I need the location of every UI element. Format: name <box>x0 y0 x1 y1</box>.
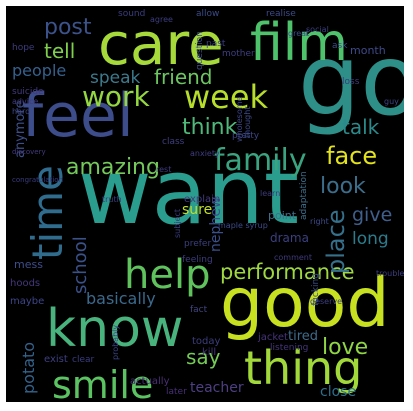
word: family <box>214 143 307 178</box>
word: guy <box>384 97 399 106</box>
word: long <box>352 229 389 249</box>
word: sure <box>182 202 212 218</box>
word: learn <box>260 189 280 198</box>
word: kill <box>202 347 216 358</box>
word: rest <box>156 165 171 174</box>
word: anymore <box>13 100 28 158</box>
word: past <box>206 39 226 49</box>
word: congratulation <box>12 176 63 184</box>
word: advice <box>12 97 38 106</box>
word: wholesome <box>235 96 244 142</box>
word: hard <box>12 107 30 116</box>
word: clear <box>72 355 95 365</box>
word: suicide <box>12 87 44 97</box>
word: today <box>192 336 221 347</box>
word: subject <box>173 209 182 238</box>
word: anxiety <box>190 149 220 158</box>
word: maybe <box>10 296 44 307</box>
word: great <box>288 29 309 38</box>
word: amazing <box>66 155 160 180</box>
word: pretty <box>232 131 260 141</box>
word: teacher <box>190 380 244 396</box>
word: help <box>124 252 210 298</box>
word: talk <box>342 115 380 139</box>
word: care <box>98 10 224 78</box>
word: adaptation <box>299 171 309 220</box>
word: listening <box>270 343 308 353</box>
word: love <box>322 335 368 360</box>
word: feeling <box>182 255 213 265</box>
word: actually <box>130 376 170 387</box>
word: nephew <box>208 197 224 252</box>
word: truth <box>102 195 122 204</box>
word: potato <box>19 342 38 394</box>
word: tell <box>44 39 75 63</box>
word: speak <box>90 68 141 88</box>
word: say <box>186 345 221 369</box>
word: ask <box>332 41 348 51</box>
word: deserve <box>310 297 342 306</box>
word: time <box>23 165 72 260</box>
word: maple syrup <box>218 221 268 230</box>
word: smile <box>52 363 153 402</box>
word: friend <box>154 65 213 89</box>
word: tired <box>288 329 318 344</box>
word: agree <box>150 15 173 24</box>
word: film <box>250 13 348 73</box>
word: know <box>46 299 183 359</box>
word: exist <box>44 354 68 365</box>
word: social <box>306 25 329 34</box>
word: work <box>82 80 151 113</box>
word: good <box>220 264 390 343</box>
word: face <box>326 142 377 170</box>
word: week <box>184 78 269 116</box>
word: trouble <box>376 269 404 278</box>
word: feel <box>22 81 134 151</box>
word: think <box>182 115 238 140</box>
word: month <box>350 44 386 57</box>
word: thought <box>243 107 252 138</box>
word: probably <box>111 325 120 360</box>
word: explain <box>184 194 220 205</box>
word: allow <box>196 9 219 19</box>
word: discovery <box>12 148 46 156</box>
word: comment <box>274 253 312 262</box>
word: class <box>162 137 185 147</box>
word: mess <box>14 258 43 271</box>
word: school <box>70 236 91 294</box>
word: people <box>12 61 66 80</box>
word: jacket <box>257 332 288 343</box>
word: close <box>320 384 356 400</box>
word: look <box>320 174 366 199</box>
word: place <box>322 209 350 274</box>
word: hope <box>12 43 35 53</box>
word: want <box>78 140 299 245</box>
word: performance <box>220 260 355 284</box>
word-cloud: want go care film feel good know thing h… <box>6 6 404 402</box>
word: hoods <box>10 278 40 289</box>
word: question <box>195 31 205 70</box>
word: sound <box>118 9 145 19</box>
word: drama <box>270 231 309 245</box>
word: realise <box>266 9 296 19</box>
word: fucking <box>311 273 321 306</box>
word: thing <box>244 341 362 395</box>
word: go <box>298 24 404 138</box>
word: prefer <box>184 239 211 249</box>
word: loss <box>342 77 360 87</box>
word-cloud-canvas: want go care film feel good know thing h… <box>10 9 404 402</box>
word: basically <box>86 289 156 308</box>
word: mother <box>222 49 255 59</box>
word: point <box>268 209 297 222</box>
word: fact <box>190 305 208 315</box>
word: later <box>166 387 187 397</box>
word: right <box>310 217 329 226</box>
word: post <box>44 15 92 40</box>
word: give <box>352 204 392 226</box>
